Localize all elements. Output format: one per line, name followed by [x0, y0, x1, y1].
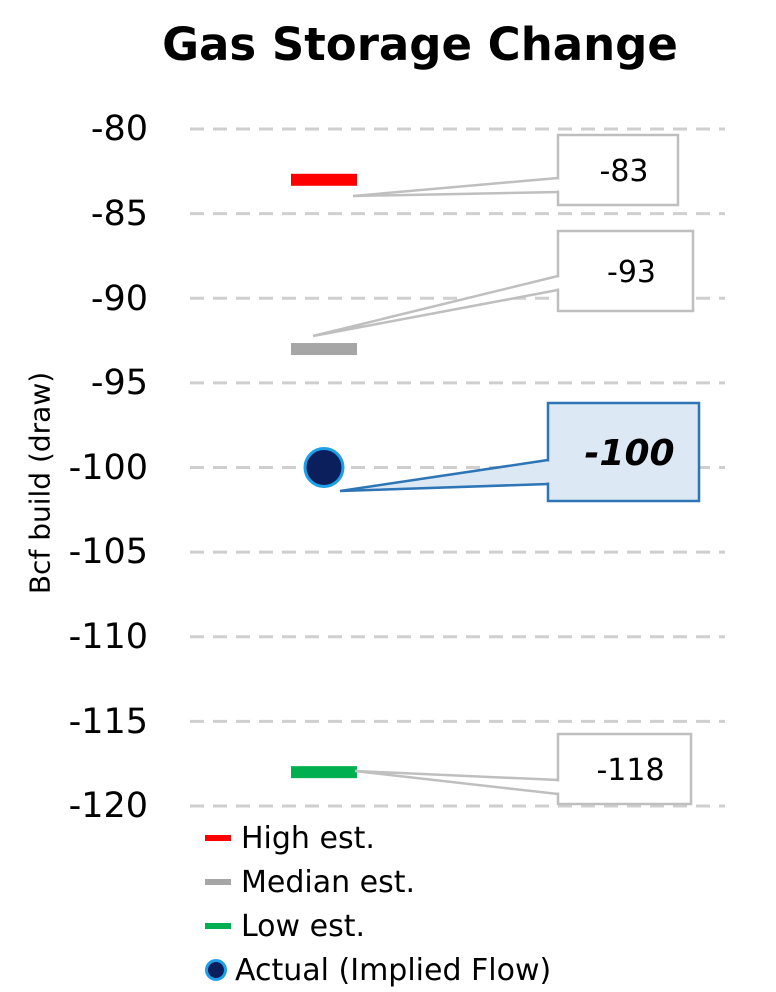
legend-label-actual: Actual (Implied Flow) — [235, 952, 552, 988]
callout-box-high-est — [556, 133, 680, 207]
y-tick-label: -110 — [68, 617, 148, 657]
point-actual-implied-flow — [303, 447, 345, 488]
legend-marker-actual — [205, 959, 227, 981]
y-tick-label: -85 — [90, 194, 148, 234]
point-low-est — [291, 766, 357, 779]
legend-swatch-low — [205, 923, 231, 929]
callout-box-low-est — [556, 732, 693, 806]
legend-swatch-high — [205, 835, 231, 841]
y-tick-label: -100 — [68, 448, 148, 488]
callout-pointer-actual-implied-flow — [339, 458, 550, 493]
callout-box-actual-implied-flow — [546, 401, 701, 503]
legend-item-low: Low est. — [205, 904, 551, 948]
chart-title: Gas Storage Change — [162, 18, 678, 71]
y-tick-label: -105 — [68, 532, 148, 572]
callout-box-median-est — [556, 229, 695, 313]
legend-item-actual: Actual (Implied Flow) — [205, 948, 551, 992]
callout-pointer-high-est — [352, 176, 560, 198]
legend-label-low: Low est. — [241, 908, 365, 944]
legend-label-median: Median est. — [241, 864, 416, 900]
legend-swatch-median — [205, 879, 231, 885]
legend: High est. Median est. Low est. Actual (I… — [205, 816, 551, 992]
callout-pointer-low-est — [354, 769, 560, 796]
y-tick-label: -80 — [90, 109, 148, 149]
point-median-est — [291, 343, 357, 356]
data-label-high-est: -83 — [600, 154, 649, 189]
legend-label-high: High est. — [241, 820, 375, 856]
legend-item-median: Median est. — [205, 860, 551, 904]
point-high-est — [291, 173, 357, 186]
data-label-actual-implied-flow: -100 — [584, 433, 674, 474]
y-tick-label: -90 — [90, 279, 148, 319]
y-tick-label: -120 — [68, 786, 148, 826]
y-tick-label: -115 — [68, 702, 148, 742]
legend-item-high: High est. — [205, 816, 551, 860]
y-tick-label: -95 — [90, 363, 148, 403]
data-label-median-est: -93 — [607, 255, 656, 290]
data-label-low-est: -118 — [596, 753, 664, 788]
callout-pointer-median-est — [312, 274, 560, 338]
